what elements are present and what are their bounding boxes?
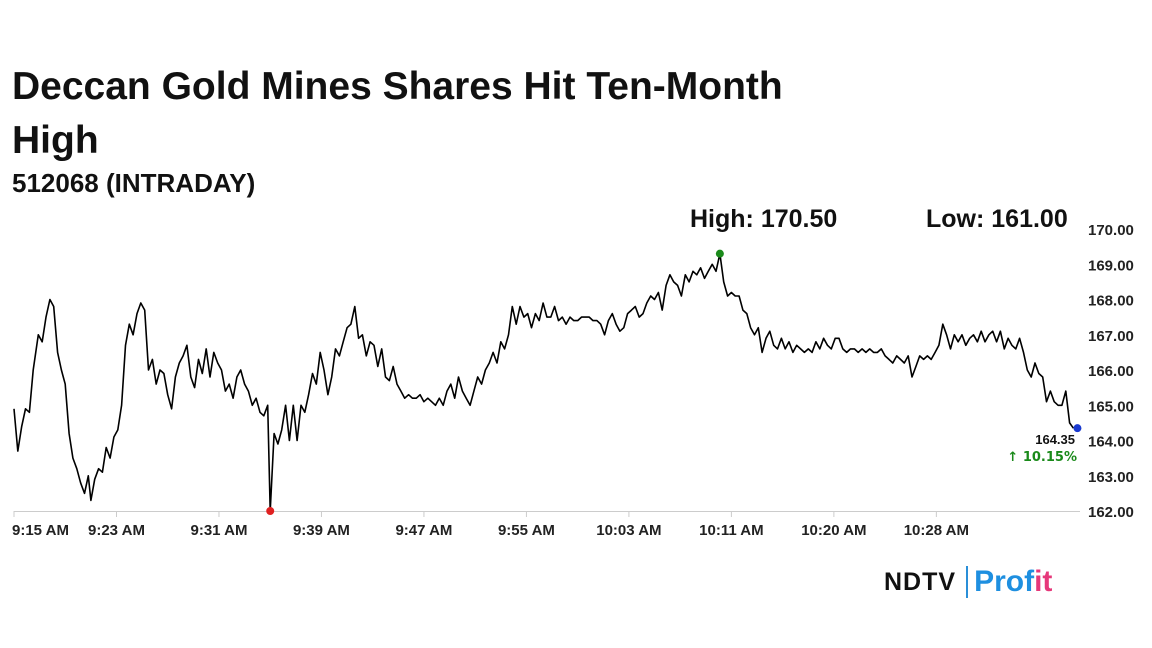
x-tick-label: 9:23 AM	[88, 522, 145, 539]
y-tick-label: 165.00	[1088, 398, 1134, 415]
chart-axes: 170.00 169.00 168.00 167.00 166.00 165.00 164.…	[12, 222, 1134, 539]
y-tick-label: 164.00	[1088, 434, 1134, 451]
logo-divider	[966, 566, 969, 598]
x-tick-label: 9:31 AM	[190, 522, 247, 539]
x-tick-label: 10:28 AM	[904, 522, 969, 539]
low-point-marker	[266, 507, 275, 515]
logo-profit-part-a: Prof	[974, 565, 1035, 598]
x-tick-label: 10:03 AM	[596, 522, 661, 539]
ndtv-profit-logo: NDTV Profit	[884, 562, 1052, 602]
high-point-marker	[715, 249, 724, 258]
y-tick-label: 163.00	[1088, 469, 1134, 486]
high-value-label: High: 170.50	[690, 205, 838, 233]
y-tick-label: 168.00	[1088, 293, 1134, 310]
y-tick-label: 170.00	[1088, 222, 1134, 239]
stock-code-subtitle: 512068 (INTRADAY)	[12, 168, 256, 198]
low-value-label: Low: 161.00	[926, 205, 1068, 233]
logo-profit-part-b: it	[1034, 565, 1053, 598]
x-tick-label: 9:39 AM	[293, 522, 350, 539]
x-tick-label: 10:11 AM	[699, 522, 763, 539]
last-value-label: 164.35	[1035, 432, 1075, 447]
logo-profit-text: Profit	[974, 565, 1052, 599]
x-tick-label: 9:55 AM	[498, 522, 555, 539]
y-tick-label: 167.00	[1088, 328, 1134, 345]
change-percent-label: ↑ 10.15%	[1007, 450, 1077, 465]
y-tick-label: 162.00	[1088, 504, 1134, 521]
last-point-marker	[1073, 424, 1082, 433]
y-tick-label: 169.00	[1088, 257, 1134, 274]
page-title: Deccan Gold Mines Shares Hit Ten-Month H…	[12, 65, 783, 162]
y-tick-label: 166.00	[1088, 363, 1134, 380]
x-tick-label: 9:15 AM	[12, 522, 69, 539]
logo-ndtv-text: NDTV	[884, 567, 957, 596]
x-tick-label: 9:47 AM	[395, 522, 452, 539]
chart-marks: 164.35 ↑ 10.15%	[13, 249, 1082, 515]
x-tick-label: 10:20 AM	[801, 522, 866, 539]
price-series-line	[13, 252, 1075, 512]
